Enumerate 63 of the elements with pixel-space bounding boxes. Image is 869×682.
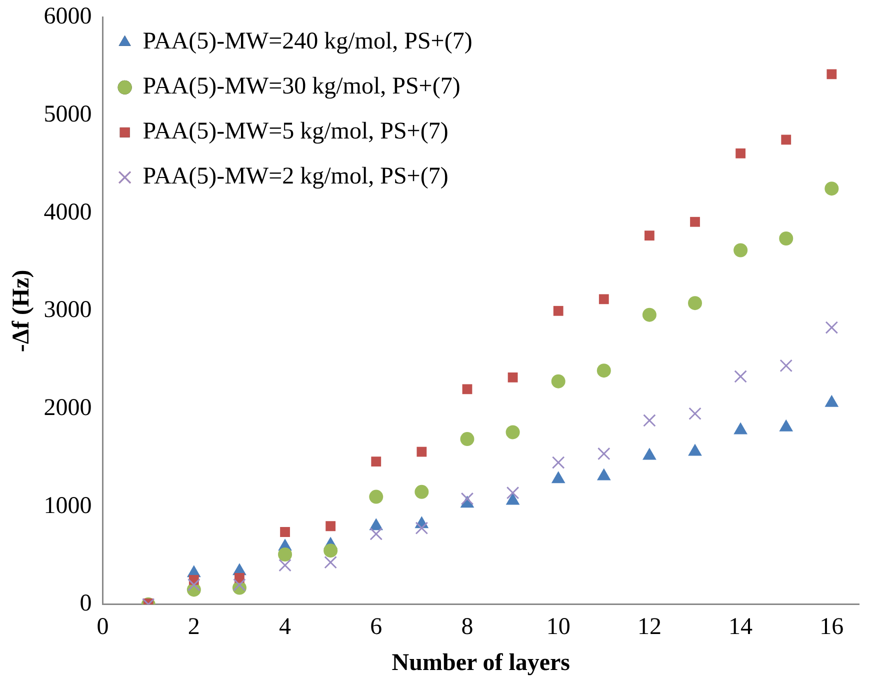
point	[825, 321, 838, 334]
point	[506, 425, 520, 440]
point	[780, 359, 793, 372]
point	[736, 148, 746, 158]
point	[690, 216, 700, 227]
point	[280, 527, 290, 537]
y-tick-label: 0	[80, 590, 92, 617]
y-tick-label: 4000	[44, 199, 92, 226]
point	[734, 370, 747, 383]
legend-label: PAA(5)-MW=5 kg/mol, PS+(7)	[142, 118, 448, 145]
point	[278, 558, 292, 572]
point	[370, 528, 383, 540]
x-tick-label: 8	[461, 614, 474, 640]
point	[460, 492, 474, 506]
x-tick-label: 16	[820, 614, 844, 640]
x-tick-label: 0	[96, 614, 109, 640]
y-tick-label: 5000	[44, 102, 92, 128]
point	[734, 243, 748, 258]
x-tick-label: 6	[370, 614, 382, 640]
point	[416, 446, 427, 457]
x-axis-title: Number of layers	[392, 650, 570, 676]
point	[326, 521, 336, 532]
y-tick-label: 1000	[44, 492, 92, 519]
point	[779, 232, 794, 246]
point	[324, 544, 338, 558]
y-tick-label: 6000	[44, 4, 92, 30]
point	[552, 456, 565, 469]
point	[324, 556, 337, 569]
x-tick-label: 10	[546, 614, 570, 640]
point	[233, 578, 246, 592]
point	[644, 230, 654, 241]
legend-label: PAA(5)-MW=2 kg/mol, PS+(7)	[142, 164, 448, 190]
point	[551, 374, 566, 388]
y-tick-label: 3000	[44, 297, 92, 324]
point	[643, 414, 656, 427]
point	[598, 294, 609, 304]
legend-label: PAA(5)-MW=30 kg/mol, PS+(7)	[142, 74, 460, 100]
point	[462, 384, 472, 394]
point	[781, 134, 792, 145]
point	[688, 407, 702, 420]
point	[824, 182, 839, 196]
point	[553, 306, 564, 316]
point	[188, 578, 200, 592]
x-tick-label: 4	[279, 614, 292, 640]
x-tick-label: 14	[728, 614, 753, 640]
legend-label: PAA(5)-MW=240 kg/mol, PS+(7)	[142, 28, 472, 55]
point	[597, 447, 610, 460]
point	[414, 484, 429, 499]
point	[826, 69, 837, 80]
point	[508, 372, 518, 382]
point	[371, 456, 382, 467]
point	[415, 522, 428, 534]
x-tick-label: 12	[637, 614, 662, 640]
point	[460, 432, 474, 446]
point	[506, 486, 520, 500]
point	[278, 548, 292, 562]
point	[642, 308, 656, 322]
y-tick-label: 2000	[44, 395, 92, 422]
point	[688, 296, 702, 310]
point	[596, 364, 611, 378]
x-tick-label: 2	[188, 614, 200, 640]
point	[369, 490, 384, 504]
y-axis-title: -Δf (Hz)	[8, 270, 35, 352]
